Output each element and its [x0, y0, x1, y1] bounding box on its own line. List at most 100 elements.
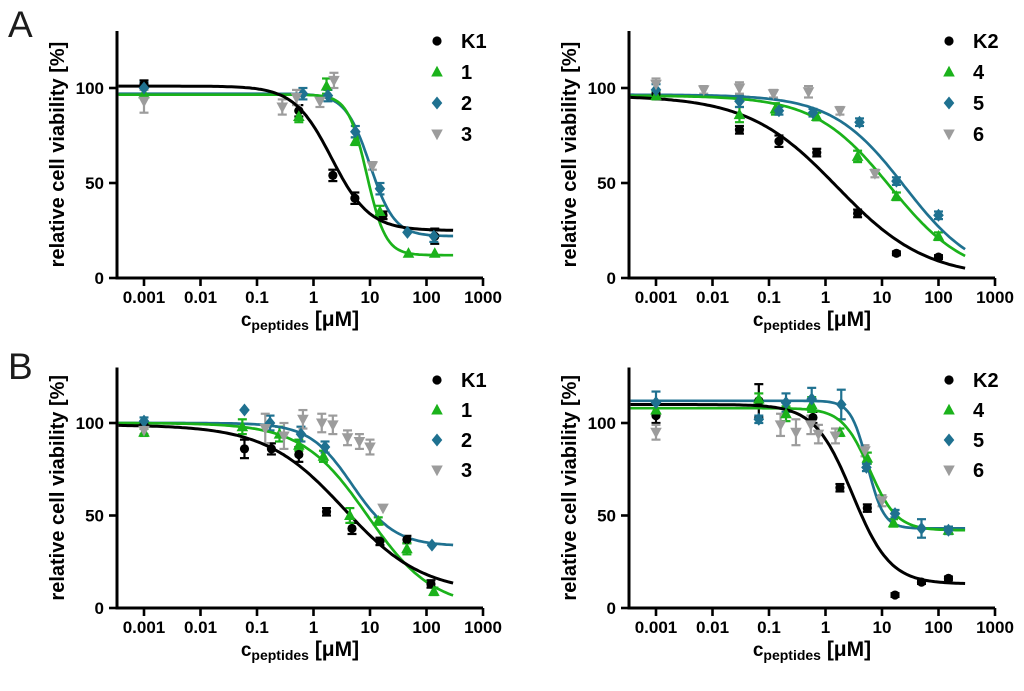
data-point-triangle-up	[344, 509, 356, 520]
data-point-triangle-down	[650, 427, 662, 439]
panel-label-B: B	[8, 346, 33, 387]
x-tick-label: 10	[361, 288, 380, 307]
data-point-circle	[375, 536, 385, 546]
data-point-triangle-down	[733, 83, 746, 95]
x-tick-label: 100	[412, 288, 440, 307]
legend-label: 6	[973, 460, 984, 482]
data-point-triangle-up	[349, 135, 362, 146]
data-point-diamond	[943, 96, 955, 110]
y-tick-label: 50	[85, 507, 104, 526]
data-point-circle	[862, 503, 872, 513]
data-point-circle	[239, 444, 250, 454]
fit-curves	[630, 93, 966, 270]
series-6	[650, 420, 888, 507]
data-point-triangle-down	[341, 433, 354, 444]
data-point-triangle-down	[943, 465, 955, 477]
data-point-diamond	[374, 182, 386, 196]
data-points	[650, 392, 955, 600]
data-point-circle	[266, 444, 277, 454]
legend: K2 4 5 6	[943, 31, 999, 146]
chart-panel-b-right: 0.001 0.01 0.1 1 10 100 1000 0 50 100 relative cel…	[559, 367, 1014, 663]
legend-label: K1	[461, 31, 487, 53]
x-tick-label: 0.01	[184, 618, 217, 637]
x-axis-title: cpeptides [μM]	[241, 638, 359, 663]
fit-curves	[118, 84, 454, 257]
data-point-triangle-down	[697, 85, 710, 97]
axis-ticks	[621, 421, 997, 616]
x-axis-title: cpeptides [μM]	[241, 308, 359, 333]
data-point-triangle-up	[851, 150, 864, 161]
data-point-diamond	[138, 414, 150, 428]
axis-ticks	[621, 86, 997, 286]
data-point-diamond	[889, 507, 901, 521]
data-point-diamond	[426, 538, 438, 552]
y-tick-label: 50	[597, 174, 616, 193]
data-point-triangle-up	[780, 407, 792, 419]
axis-ticks	[109, 421, 485, 616]
x-tick-label: 0.01	[696, 288, 729, 307]
legend: K1 1 2 3	[431, 370, 487, 482]
x-tick-label: 1000	[464, 288, 502, 307]
legend-label: K2	[973, 370, 999, 392]
chart-panel-a-right: 0.001 0.01 0.1 1 10 100 1000 0 50 100 relative cel…	[559, 31, 1014, 333]
data-point-circle	[402, 534, 412, 545]
data-point-circle	[350, 193, 360, 203]
fit-curve-K1	[118, 84, 454, 232]
legend-label: 3	[461, 124, 472, 146]
data-point-triangle-down	[774, 420, 787, 432]
data-point-triangle-down	[353, 437, 366, 448]
data-point-triangle-up	[428, 585, 440, 596]
data-point-triangle-up	[293, 110, 305, 121]
data-point-triangle-up	[890, 190, 903, 201]
y-tick-label: 100	[76, 79, 104, 98]
data-point-diamond	[806, 392, 818, 406]
series-2	[138, 81, 440, 243]
x-tick-label: 0.1	[757, 288, 781, 307]
legend: K1 1 2 3	[431, 31, 487, 146]
series-6	[650, 79, 881, 180]
data-point-triangle-down	[829, 431, 842, 443]
axis-tick-labels: 0.001 0.01 0.1 1 10 100 1000 0 50 100	[76, 414, 502, 637]
x-tick-label: 1	[821, 618, 830, 637]
legend-label: K1	[461, 370, 487, 392]
data-point-triangle-down	[278, 431, 290, 443]
x-tick-label: 0.1	[245, 288, 269, 307]
legend: K2 4 5 6	[943, 370, 999, 482]
data-point-triangle-down	[805, 420, 817, 432]
x-axis-title: cpeptides [μM]	[753, 308, 871, 333]
series-2	[138, 403, 438, 552]
data-point-circle	[734, 125, 745, 135]
x-tick-label: 1000	[976, 288, 1014, 307]
data-point-triangle-up	[372, 514, 385, 526]
data-point-triangle-up	[932, 230, 945, 241]
y-tick-label: 100	[588, 79, 616, 98]
axis-tick-labels: 0.001 0.01 0.1 1 10 100 1000 0 50 100	[76, 79, 502, 307]
fit-curve-K2	[630, 95, 966, 270]
data-point-triangle-down	[834, 106, 846, 117]
y-axis-title: relative cell viability [%]	[47, 42, 69, 268]
data-point-diamond	[835, 398, 847, 411]
x-tick-label: 100	[924, 288, 952, 307]
data-point-circle	[944, 36, 954, 46]
fit-curve-4	[630, 406, 966, 532]
data-point-triangle-down	[876, 496, 888, 507]
data-point-triangle-up	[428, 247, 441, 258]
series-K2	[651, 396, 954, 600]
axis-ticks	[109, 86, 485, 286]
x-tick-label: 0.01	[696, 618, 729, 637]
data-point-circle	[890, 590, 900, 600]
data-point-triangle-down	[315, 418, 328, 430]
data-point-diamond	[319, 440, 331, 454]
data-point-diamond	[734, 94, 745, 108]
axes	[115, 367, 483, 610]
data-point-diamond	[854, 115, 865, 129]
x-tick-label: 0.1	[245, 618, 269, 637]
axes	[627, 31, 995, 280]
x-tick-label: 0.001	[635, 288, 678, 307]
data-point-triangle-up	[402, 247, 415, 258]
legend-label: 2	[461, 93, 472, 115]
data-point-triangle-down	[364, 442, 376, 454]
data-point-triangle-down	[327, 420, 339, 432]
y-tick-label: 0	[607, 269, 616, 288]
